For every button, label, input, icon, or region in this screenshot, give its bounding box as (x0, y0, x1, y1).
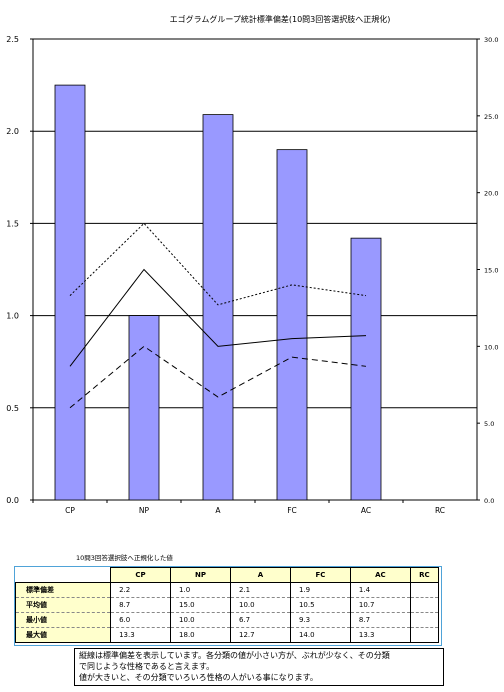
note-line: 縦線は標準偏差を表示しています。各分類の値が小さい方が、ぶれが少なく、その分類 (79, 651, 390, 660)
plot-border (32, 38, 478, 501)
row-label: 最小値 (14, 612, 112, 628)
table-row: 最小値 6.0 10.0 6.7 9.3 8.7 (14, 612, 440, 628)
table-cell: 14.0 (289, 627, 351, 643)
row-label: 標準偏差 (14, 582, 112, 598)
table-cell: 9.3 (289, 612, 351, 628)
table-corner (14, 567, 112, 583)
series-line-solid (69, 268, 367, 367)
table-cell: 10.0 (170, 612, 231, 628)
table-header-cell: RC (409, 567, 440, 583)
table-cell: 12.7 (229, 627, 291, 643)
table-cell (409, 627, 440, 643)
table-cell: 1.9 (289, 582, 351, 598)
table-cell: 18.0 (170, 627, 231, 643)
x-tick-label: RC (435, 506, 445, 515)
stats-table: CP NP A FC AC RC 標準偏差 2.2 1.0 2.1 1.9 1.… (14, 567, 440, 643)
table-cell: 8.7 (110, 597, 172, 613)
table-cell: 6.7 (229, 612, 291, 628)
y2-tick-label: 25.0 (484, 113, 498, 121)
table-cell: 13.3 (110, 627, 172, 643)
x-tick-label: CP (65, 506, 75, 515)
table-cell: 1.4 (349, 582, 411, 598)
table-cell: 15.0 (170, 597, 231, 613)
table-header-cell: NP (170, 567, 231, 583)
y-tick-label: 1.0 (6, 312, 19, 321)
y-tick-label: 2.5 (6, 35, 19, 44)
y-tick-label: 2.0 (6, 127, 19, 136)
bar (350, 237, 382, 501)
bar (54, 84, 86, 501)
table-cell: 10.5 (289, 597, 351, 613)
table-header-cell: CP (110, 567, 172, 583)
y2-tick-label: 10.0 (484, 343, 498, 351)
table-header-cell: A (229, 567, 291, 583)
note-box: 縦線は標準偏差を表示しています。各分類の値が小さい方が、ぶれが少なく、その分類 … (74, 648, 444, 686)
x-tick-label: A (215, 506, 221, 515)
y2-tick-label: 0.0 (484, 497, 494, 505)
table-header-cell: FC (289, 567, 351, 583)
table-cell: 10.7 (349, 597, 411, 613)
table-cell: 2.2 (110, 582, 172, 598)
note-line: で同じような性格であると言えます。 (79, 662, 215, 671)
table-header-cell: AC (349, 567, 411, 583)
table-cell: 8.7 (349, 612, 411, 628)
x-tick-label: FC (287, 506, 297, 515)
row-label: 最大値 (14, 627, 112, 643)
table-cell: 1.0 (170, 582, 231, 598)
y-tick-label: 0.0 (6, 496, 19, 505)
note-line: 値が大きいと、その分類でいろいろ性格の人がいる事になります。 (79, 673, 318, 682)
bar (202, 114, 234, 501)
bar (276, 149, 308, 501)
table-cell (409, 597, 440, 613)
table-cell: 6.0 (110, 612, 172, 628)
x-tick-label: NP (139, 506, 150, 515)
y-tick-label: 1.5 (6, 219, 19, 228)
y2-tick-label: 5.0 (484, 420, 494, 428)
table-cell (409, 582, 440, 598)
y2-tick-label: 20.0 (484, 190, 498, 198)
y-tick-label: 0.5 (6, 404, 19, 413)
table-cell: 2.1 (229, 582, 291, 598)
table-row: 平均値 8.7 15.0 10.0 10.5 10.7 (14, 597, 440, 613)
table-row: 最大値 13.3 18.0 12.7 14.0 13.3 (14, 627, 440, 643)
table-cell (409, 612, 440, 628)
row-label: 平均値 (14, 597, 112, 613)
table-cell: 13.3 (349, 627, 411, 643)
chart-title: エゴグラムグループ統計標準偏差(10問3回答選択肢へ正規化) (169, 15, 391, 24)
table-title: 10問3回答選択肢へ正規化した値 (76, 554, 173, 562)
bar (128, 315, 160, 501)
y2-tick-label: 30.0 (484, 36, 498, 44)
table-row: 標準偏差 2.2 1.0 2.1 1.9 1.4 (14, 582, 440, 598)
chart: 0.0 0.5 1.0 1.5 2.0 2.5 0.0 5.0 10.0 15.0 20.0 25.0… (6, 35, 498, 515)
table-cell: 10.0 (229, 597, 291, 613)
table-header-row: CP NP A FC AC RC (14, 567, 440, 583)
series-line-dashed (69, 345, 367, 409)
y2-tick-label: 15.0 (484, 267, 498, 275)
x-tick-label: AC (361, 506, 371, 515)
series-line-dotted (69, 222, 367, 306)
